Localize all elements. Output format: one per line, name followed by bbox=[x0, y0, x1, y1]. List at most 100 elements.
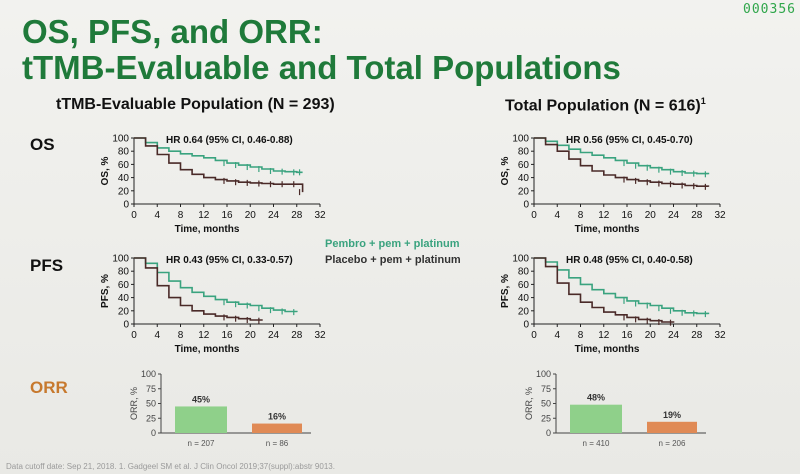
y-tick-label: 20 bbox=[518, 306, 530, 317]
footer-note: Data cutoff date: Sep 21, 2018. 1. Gadge… bbox=[6, 462, 335, 471]
x-axis-label: Time, months bbox=[575, 224, 640, 235]
x-axis-label: Time, months bbox=[175, 224, 240, 235]
x-tick-label: 12 bbox=[598, 330, 610, 341]
legend-pembro: Pembro + pem + platinum bbox=[325, 238, 460, 250]
y-tick-label: 40 bbox=[518, 173, 530, 184]
y-tick-label: 20 bbox=[518, 186, 530, 197]
x-tick-label: 24 bbox=[268, 330, 280, 341]
y-axis-label: OS, % bbox=[500, 156, 511, 185]
x-tick-label: 4 bbox=[154, 330, 160, 341]
placebo-survival-curve bbox=[134, 137, 304, 193]
x-tick-label: 20 bbox=[245, 330, 257, 341]
y-axis-label: PFS, % bbox=[100, 274, 111, 308]
placebo-orr-value-label: 19% bbox=[663, 410, 681, 420]
y-tick-label: 0 bbox=[523, 320, 529, 331]
hazard-ratio-label: HR 0.56 (95% CI, 0.45-0.70) bbox=[566, 135, 693, 146]
x-tick-label: 16 bbox=[221, 210, 233, 221]
y-tick-label: 80 bbox=[518, 267, 530, 278]
placebo-orr-bar bbox=[647, 421, 697, 433]
y-tick-label: 25 bbox=[541, 413, 551, 423]
x-tick-label: 0 bbox=[131, 210, 137, 221]
y-tick-label: 60 bbox=[118, 160, 130, 171]
pembro-survival-curve bbox=[134, 137, 303, 174]
x-tick-label: 24 bbox=[268, 210, 280, 221]
right-header-footnote: 1 bbox=[700, 96, 706, 106]
title-line-1: OS, PFS, and ORR: bbox=[22, 13, 323, 50]
x-tick-label: 8 bbox=[578, 330, 584, 341]
x-tick-label: 28 bbox=[291, 210, 303, 221]
y-tick-label: 80 bbox=[118, 267, 130, 278]
placebo-orr-bar bbox=[252, 423, 302, 433]
x-tick-label: 0 bbox=[531, 330, 537, 341]
y-axis-label: ORR, % bbox=[129, 387, 139, 420]
pembro-survival-curve bbox=[534, 257, 710, 315]
y-tick-label: 0 bbox=[523, 200, 529, 211]
row-label-orr: ORR bbox=[30, 378, 68, 397]
x-tick-label: 28 bbox=[291, 330, 303, 341]
y-tick-label: 60 bbox=[518, 280, 530, 291]
pembro-n-label: n = 410 bbox=[583, 439, 610, 448]
pembro-survival-curve bbox=[534, 137, 710, 175]
pembro-n-label: n = 207 bbox=[188, 439, 215, 448]
y-tick-label: 100 bbox=[112, 254, 129, 265]
y-tick-label: 40 bbox=[518, 293, 530, 304]
placebo-survival-curve bbox=[134, 257, 263, 321]
pembro-orr-bar bbox=[570, 404, 622, 433]
placebo-survival-curve bbox=[534, 257, 675, 323]
x-axis-label: Time, months bbox=[175, 344, 240, 355]
placebo-survival-curve bbox=[534, 137, 710, 187]
x-tick-label: 4 bbox=[154, 210, 160, 221]
x-tick-label: 28 bbox=[691, 210, 703, 221]
x-tick-label: 20 bbox=[645, 210, 657, 221]
os-total-km-chart: 0 20 40 60 80 100 0 4 8 12 16 20 24 28 32 Time, months O… bbox=[500, 134, 726, 236]
x-tick-label: 4 bbox=[554, 330, 560, 341]
row-label-pfs: PFS bbox=[30, 256, 64, 275]
x-tick-label: 16 bbox=[621, 210, 633, 221]
x-tick-label: 16 bbox=[221, 330, 233, 341]
x-tick-label: 0 bbox=[131, 330, 137, 341]
y-tick-label: 75 bbox=[541, 384, 551, 394]
y-tick-label: 0 bbox=[546, 428, 551, 438]
y-tick-label: 100 bbox=[112, 134, 129, 145]
x-tick-label: 8 bbox=[578, 210, 584, 221]
y-tick-label: 0 bbox=[151, 428, 156, 438]
pembro-orr-value-label: 45% bbox=[192, 394, 210, 404]
y-tick-label: 80 bbox=[518, 147, 530, 158]
right-header-text: Total Population (N = 616) bbox=[505, 97, 701, 115]
slide-title: OS, PFS, and ORR: tTMB-Evaluable and Tot… bbox=[22, 14, 621, 86]
y-tick-label: 60 bbox=[518, 160, 530, 171]
y-tick-label: 100 bbox=[512, 254, 529, 265]
x-tick-label: 28 bbox=[691, 330, 703, 341]
x-tick-label: 0 bbox=[531, 210, 537, 221]
legend-placebo: Placebo + pem + platinum bbox=[325, 254, 461, 266]
x-tick-label: 12 bbox=[198, 210, 210, 221]
os-ttmb-km-chart: 0 20 40 60 80 100 0 4 8 12 16 20 24 28 32 Time, months O… bbox=[100, 134, 326, 236]
x-tick-label: 24 bbox=[668, 210, 680, 221]
x-axis-label: Time, months bbox=[575, 344, 640, 355]
title-line-2: tTMB-Evaluable and Total Populations bbox=[22, 49, 621, 86]
slide-counter: 000356 bbox=[743, 2, 796, 17]
x-tick-label: 4 bbox=[554, 210, 560, 221]
row-label-os: OS bbox=[30, 135, 55, 154]
y-tick-label: 100 bbox=[536, 369, 551, 379]
hazard-ratio-label: HR 0.48 (95% CI, 0.40-0.58) bbox=[566, 255, 693, 266]
x-tick-label: 8 bbox=[178, 330, 184, 341]
x-tick-label: 12 bbox=[598, 210, 610, 221]
hazard-ratio-label: HR 0.64 (95% CI, 0.46-0.88) bbox=[166, 135, 293, 146]
x-tick-label: 32 bbox=[714, 210, 726, 221]
x-tick-label: 32 bbox=[314, 330, 326, 341]
y-tick-label: 20 bbox=[118, 186, 130, 197]
placebo-orr-value-label: 16% bbox=[268, 412, 286, 422]
pfs-ttmb-km-chart: 0 20 40 60 80 100 0 4 8 12 16 20 24 28 32 Time, months P… bbox=[100, 254, 326, 356]
x-tick-label: 32 bbox=[314, 210, 326, 221]
y-tick-label: 40 bbox=[118, 293, 130, 304]
pfs-total-km-chart: 0 20 40 60 80 100 0 4 8 12 16 20 24 28 32 Time, months P… bbox=[500, 254, 726, 356]
x-tick-label: 16 bbox=[621, 330, 633, 341]
x-tick-label: 8 bbox=[178, 210, 184, 221]
pembro-orr-value-label: 48% bbox=[587, 393, 605, 403]
pembro-orr-bar bbox=[175, 406, 227, 433]
y-axis-label: ORR, % bbox=[524, 387, 534, 420]
y-axis-label: OS, % bbox=[100, 156, 111, 185]
